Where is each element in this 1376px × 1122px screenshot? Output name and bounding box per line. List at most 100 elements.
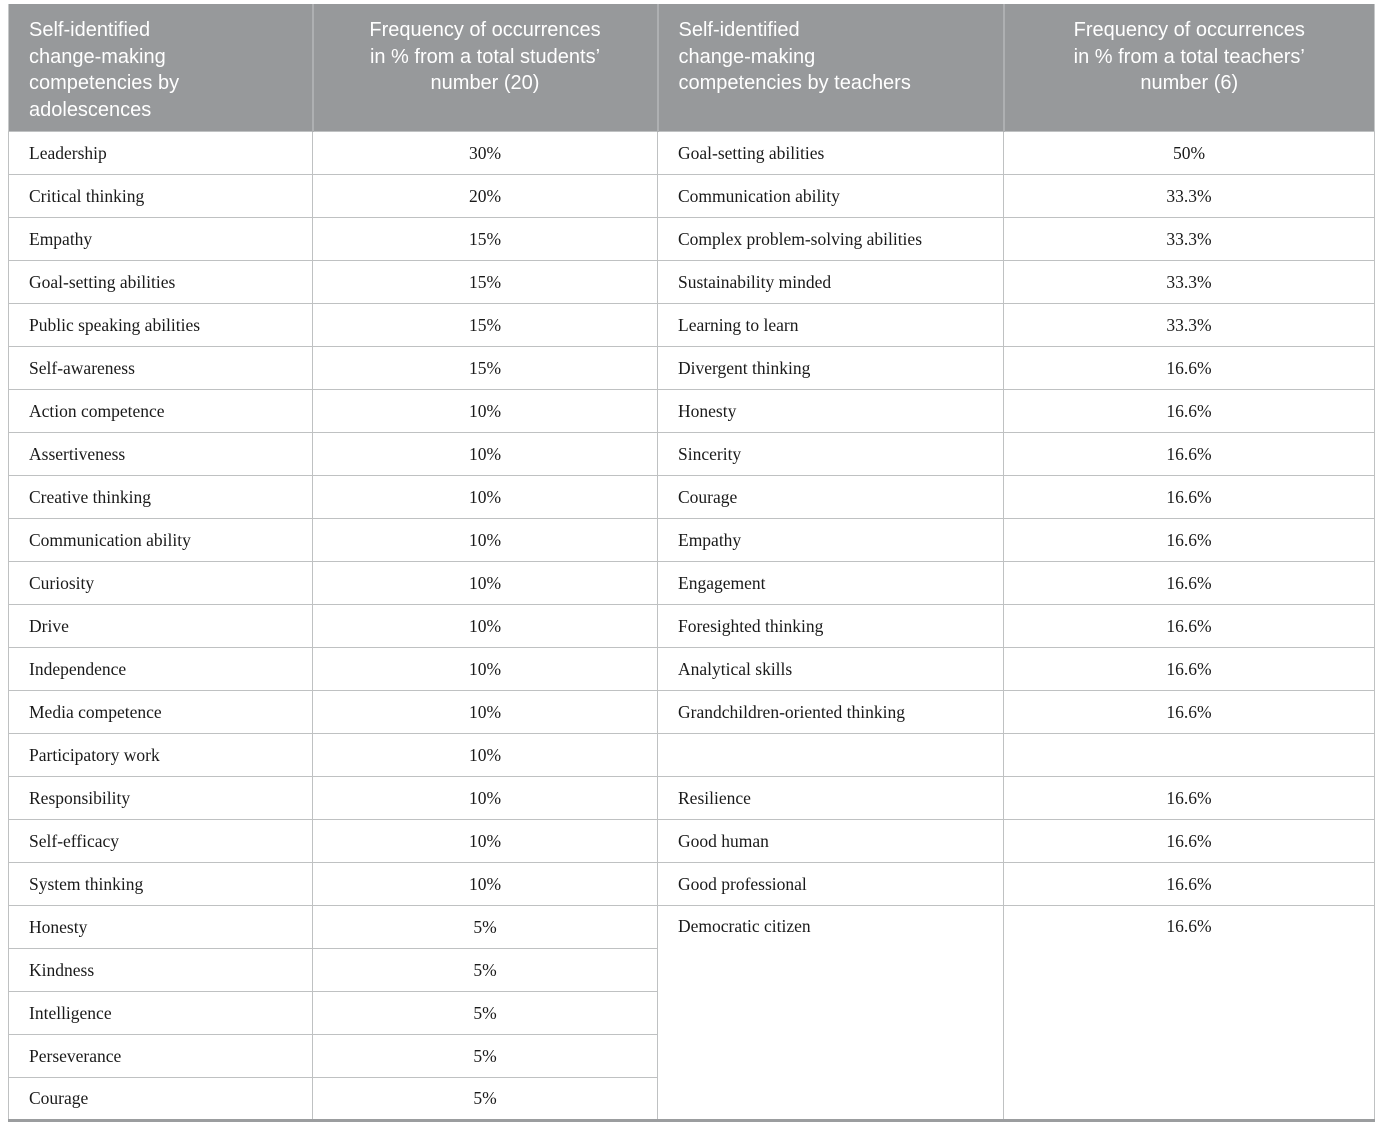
student-competency-cell: Goal-setting abilities [8,260,313,304]
student-frequency-cell: 15% [312,260,658,304]
teacher-frequency-cell: 16.6% [1003,604,1375,648]
teacher-competency-cell: Communication ability [657,174,1004,218]
student-competency-cell: System thinking [8,862,313,906]
teacher-frequency-cell-empty [1003,733,1375,777]
table-row: Drive 10% Foresighted thinking 16.6% [8,604,1375,648]
student-competency-cell: Communication ability [8,518,313,562]
teacher-competency-cell: Sustainability minded [657,260,1004,304]
teacher-competency-cell: Democratic citizen [657,905,1004,1121]
table-row: Self-efficacy 10% Good human 16.6% [8,819,1375,863]
teacher-competency-cell: Foresighted thinking [657,604,1004,648]
student-frequency-cell: 10% [312,690,658,734]
teacher-frequency-cell: 16.6% [1003,518,1375,562]
student-frequency-cell: 30% [312,131,658,175]
teacher-frequency-cell: 16.6% [1003,389,1375,433]
teacher-frequency-cell: 33.3% [1003,217,1375,261]
student-frequency-cell: 15% [312,346,658,390]
teacher-frequency-cell: 16.6% [1003,432,1375,476]
teacher-competency-cell: Complex problem-solving abilities [657,217,1004,261]
student-frequency-cell: 10% [312,432,658,476]
student-competency-cell: Public speaking abilities [8,303,313,347]
teacher-frequency-cell: 16.6% [1003,905,1375,1121]
student-frequency-cell: 5% [312,1077,658,1121]
student-competency-cell: Self-efficacy [8,819,313,863]
table-row: Honesty 5% Democratic citizen 16.6% [8,905,1375,1121]
teacher-competency-cell: Grandchildren-oriented thinking [657,690,1004,734]
teacher-competency-cell: Divergent thinking [657,346,1004,390]
student-frequency-cell: 10% [312,561,658,605]
student-competency-cell: Drive [8,604,313,648]
student-frequency-cell: 10% [312,819,658,863]
table-row: Empathy 15% Complex problem-solving abil… [8,217,1375,261]
student-frequency-cell: 5% [312,948,658,992]
table-row: Action competence 10% Honesty 16.6% [8,389,1375,433]
student-frequency-cell: 10% [312,475,658,519]
student-competency-cell: Kindness [8,948,313,992]
student-frequency-cell: 10% [312,862,658,906]
header-teacher-frequency: Frequency of occurrences in % from a tot… [1003,4,1375,132]
teacher-frequency-cell: 50% [1003,131,1375,175]
teacher-competency-cell-empty [657,733,1004,777]
student-frequency-cell: 20% [312,174,658,218]
teacher-frequency-cell: 16.6% [1003,475,1375,519]
student-frequency-cell: 10% [312,647,658,691]
teacher-frequency-cell: 33.3% [1003,303,1375,347]
student-frequency-cell: 10% [312,604,658,648]
teacher-competency-cell: Analytical skills [657,647,1004,691]
competencies-table: Self-identified change-making competenci… [8,4,1375,1122]
student-competency-cell: Honesty [8,905,313,949]
table-row: Intelligence 5% [8,991,1375,1035]
teacher-competency-cell: Goal-setting abilities [657,131,1004,175]
table-row: Creative thinking 10% Courage 16.6% [8,475,1375,519]
table-row: Perseverance 5% [8,1034,1375,1078]
table-row: Curiosity 10% Engagement 16.6% [8,561,1375,605]
table-row: Assertiveness 10% Sincerity 16.6% [8,432,1375,476]
student-frequency-cell: 10% [312,389,658,433]
teacher-competency-cell: Empathy [657,518,1004,562]
teacher-frequency-cell: 33.3% [1003,174,1375,218]
student-competency-cell: Curiosity [8,561,313,605]
teacher-frequency-cell: 16.6% [1003,862,1375,906]
student-frequency-cell: 15% [312,217,658,261]
table-row: Kindness 5% [8,948,1375,992]
teacher-competency-cell: Learning to learn [657,303,1004,347]
student-competency-cell: Intelligence [8,991,313,1035]
student-frequency-cell: 10% [312,776,658,820]
teacher-frequency-cell: 16.6% [1003,647,1375,691]
table-row: Responsibility 10% Resilience 16.6% [8,776,1375,820]
student-competency-cell: Critical thinking [8,174,313,218]
table-row: Participatory work 10% [8,733,1375,777]
header-student-frequency: Frequency of occurrences in % from a tot… [312,4,659,132]
student-frequency-cell: 10% [312,518,658,562]
header-student-competencies: Self-identified change-making competenci… [8,4,314,132]
table-row: Critical thinking 20% Communication abil… [8,174,1375,218]
student-frequency-cell: 15% [312,303,658,347]
table-row: Courage 5% [8,1077,1375,1121]
student-competency-cell: Participatory work [8,733,313,777]
student-frequency-cell: 5% [312,1034,658,1078]
teacher-frequency-cell: 16.6% [1003,776,1375,820]
student-competency-cell: Creative thinking [8,475,313,519]
teacher-frequency-cell: 33.3% [1003,260,1375,304]
student-competency-cell: Assertiveness [8,432,313,476]
teacher-competency-cell: Good human [657,819,1004,863]
teacher-frequency-cell: 16.6% [1003,561,1375,605]
table-row: Public speaking abilities 15% Learning t… [8,303,1375,347]
student-competency-cell: Leadership [8,131,313,175]
student-frequency-cell: 5% [312,905,658,949]
teacher-frequency-cell: 16.6% [1003,819,1375,863]
student-frequency-cell: 10% [312,733,658,777]
table-row: System thinking 10% Good professional 16… [8,862,1375,906]
student-competency-cell: Perseverance [8,1034,313,1078]
student-competency-cell: Courage [8,1077,313,1121]
teacher-frequency-cell: 16.6% [1003,690,1375,734]
teacher-competency-cell: Courage [657,475,1004,519]
teacher-competency-cell: Sincerity [657,432,1004,476]
table-row: Media competence 10% Grandchildren-orien… [8,690,1375,734]
table-row: Self-awareness 15% Divergent thinking 16… [8,346,1375,390]
table-row: Independence 10% Analytical skills 16.6% [8,647,1375,691]
teacher-competency-cell: Resilience [657,776,1004,820]
header-teacher-competencies: Self-identified change-making competenci… [657,4,1005,132]
header-row: Self-identified change-making competenci… [8,4,1375,132]
table-figure: Self-identified change-making competenci… [8,4,1375,1122]
